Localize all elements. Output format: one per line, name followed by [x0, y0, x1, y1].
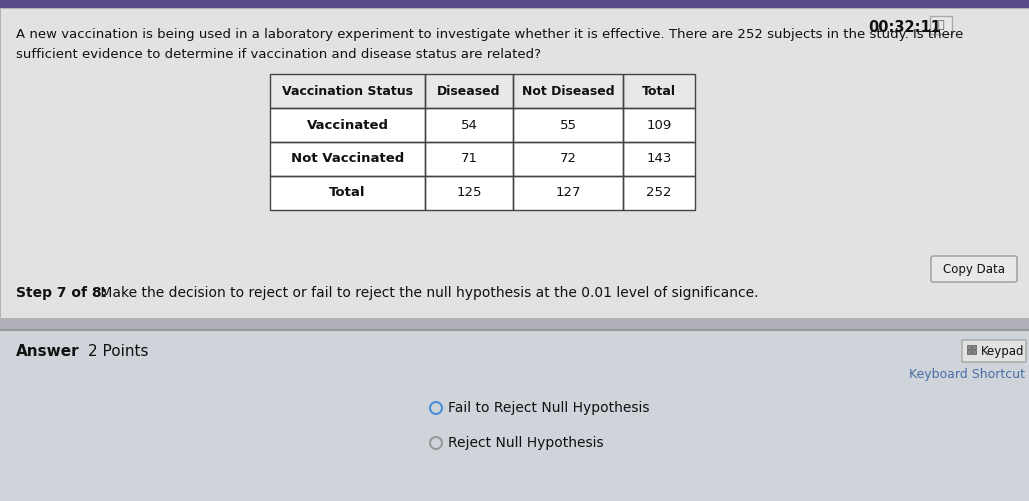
Text: 109: 109 — [646, 119, 672, 131]
Bar — [972, 345, 975, 349]
Text: Keypad: Keypad — [981, 345, 1025, 358]
Bar — [967, 345, 971, 349]
Text: 00:32:11: 00:32:11 — [868, 20, 941, 35]
Text: Step 7 of 8:: Step 7 of 8: — [16, 286, 107, 300]
Bar — [967, 350, 971, 354]
Text: 2 Points: 2 Points — [88, 344, 148, 359]
Bar — [270, 108, 425, 142]
Text: Total: Total — [329, 186, 365, 199]
Text: Keyboard Shortcut: Keyboard Shortcut — [909, 368, 1025, 381]
Bar — [425, 108, 513, 142]
Bar — [425, 142, 513, 176]
Text: Vaccinated: Vaccinated — [307, 119, 389, 131]
Bar — [270, 74, 425, 108]
Text: 125: 125 — [456, 186, 482, 199]
Bar — [270, 74, 695, 210]
Bar — [513, 142, 623, 176]
Text: Diseased: Diseased — [437, 85, 501, 98]
Bar — [623, 108, 695, 142]
Text: 55: 55 — [560, 119, 576, 131]
Bar — [623, 74, 695, 108]
Bar — [270, 176, 425, 210]
Text: Fail to Reject Null Hypothesis: Fail to Reject Null Hypothesis — [448, 401, 649, 415]
Bar — [270, 74, 695, 108]
Bar — [270, 142, 425, 176]
Bar — [513, 74, 623, 108]
Bar — [513, 176, 623, 210]
FancyBboxPatch shape — [962, 340, 1026, 362]
FancyBboxPatch shape — [931, 256, 1017, 282]
Text: sufficient evidence to determine if vaccination and disease status are related?: sufficient evidence to determine if vacc… — [16, 48, 541, 61]
Bar — [425, 176, 513, 210]
Bar — [513, 108, 623, 142]
Text: ⏻: ⏻ — [937, 20, 945, 30]
Text: 71: 71 — [461, 152, 477, 165]
Text: Copy Data: Copy Data — [943, 263, 1005, 276]
Text: 54: 54 — [461, 119, 477, 131]
Bar — [425, 74, 513, 108]
Text: Vaccination Status: Vaccination Status — [282, 85, 413, 98]
Bar — [930, 16, 952, 34]
Text: Total: Total — [642, 85, 676, 98]
Text: Reject Null Hypothesis: Reject Null Hypothesis — [448, 436, 604, 450]
Bar — [0, 0, 1029, 8]
Text: Make the decision to reject or fail to reject the null hypothesis at the 0.01 le: Make the decision to reject or fail to r… — [96, 286, 758, 300]
Bar — [0, 330, 1029, 501]
Text: 72: 72 — [560, 152, 576, 165]
Bar — [972, 350, 975, 354]
Text: 127: 127 — [556, 186, 580, 199]
Text: A new vaccination is being used in a laboratory experiment to investigate whethe: A new vaccination is being used in a lab… — [16, 28, 963, 41]
Bar — [623, 176, 695, 210]
Text: 143: 143 — [646, 152, 672, 165]
Text: 252: 252 — [646, 186, 672, 199]
Bar — [0, 8, 1029, 318]
Text: Answer: Answer — [16, 344, 79, 359]
Text: Not Vaccinated: Not Vaccinated — [291, 152, 404, 165]
Bar — [623, 142, 695, 176]
Text: Not Diseased: Not Diseased — [522, 85, 614, 98]
